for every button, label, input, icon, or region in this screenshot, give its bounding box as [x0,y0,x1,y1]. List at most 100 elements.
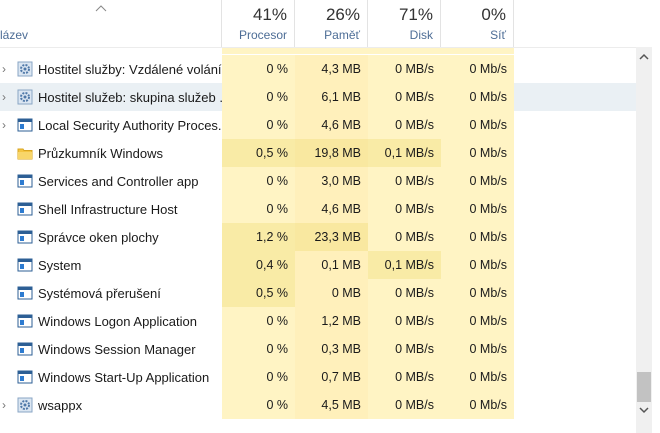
column-label: Paměť [324,28,360,42]
process-icon [17,313,33,334]
metric-cell: 0 MB/s [368,55,441,83]
icon-graphic [17,118,33,132]
scroll-down[interactable] [639,406,649,414]
sort-arrow [95,5,107,12]
process-row[interactable]: › Hostitel služeb: skupina služeb ... 0 % 6… [0,83,636,111]
metric-cell: 3,0 MB [295,167,368,195]
icon-graphic [17,314,33,328]
icon-graphic [17,286,33,300]
metric-cell: 0 MB/s [368,111,441,139]
column-header[interactable]: 71% Disk [368,0,441,47]
metric-cell: 0 MB/s [368,307,441,335]
metric-cell: 0,1 MB/s [368,251,441,279]
process-row[interactable]: Windows Logon Application 0 % 1,2 MB 0 MB/s… [0,307,636,335]
process-name: Hostitel služeb: skupina služeb ... [38,90,231,105]
metric-cell: 0 % [222,335,295,363]
metric-cell: 0,1 MB [295,251,368,279]
process-name: System [38,258,82,273]
process-icon [17,341,33,362]
metric-cell: 0 % [222,195,295,223]
process-name: Local Security Authority Proces... [38,118,229,133]
process-icon [17,397,33,418]
column-header[interactable]: 0% Síť [441,0,514,47]
metric-cell: 0 Mb/s [441,391,514,419]
metric-cell: 0 Mb/s [441,307,514,335]
column-label: Procesor [238,28,287,42]
metric-cell: 0 Mb/s [441,195,514,223]
metric-cell: 0,5 % [222,279,295,307]
process-icon [17,369,33,390]
process-icon [17,145,33,166]
process-name: Průzkumník Windows [38,146,163,161]
process-name: Správce oken plochy [38,230,159,245]
metric-cell: 0 Mb/s [441,83,514,111]
metric-cell: 0 MB [295,279,368,307]
process-row[interactable]: System 0,4 % 0,1 MB 0,1 MB/s 0 Mb/s [0,251,636,279]
metric-cell: 0 Mb/s [441,111,514,139]
column-percent: 41% [252,5,287,24]
process-row[interactable]: Systémová přerušení 0,5 % 0 MB 0 MB/s 0 Mb/s [0,279,636,307]
metric-cell: 19,8 MB [295,139,368,167]
metric-cell: 0 % [222,363,295,391]
column-label: Síť [490,28,506,42]
process-row[interactable]: Services and Controller app 0 % 3,0 MB 0 MB… [0,167,636,195]
metric-cell: 4,3 MB [295,55,368,83]
metric-cell: 6,1 MB [295,83,368,111]
icon-graphic [17,61,33,77]
metric-cell: 0 % [222,391,295,419]
process-name: Windows Logon Application [38,314,197,329]
icon-graphic [17,174,33,188]
process-row[interactable]: › Hostitel služby: Vzdálené volání ... 0 %… [0,55,636,83]
process-row[interactable]: Průzkumník Windows 0,5 % 19,8 MB 0,1 MB/s 0 … [0,139,636,167]
scrollbar[interactable] [636,47,652,433]
scroll-thumb[interactable] [637,372,651,402]
process-icon [17,201,33,222]
expand-arrow[interactable]: › [2,90,6,104]
column-header[interactable]: 41% Procesor [222,0,295,47]
metric-cell: 0 MB/s [368,335,441,363]
metric-cell: 4,6 MB [295,195,368,223]
process-icon [17,117,33,138]
scroll-up[interactable] [639,53,649,61]
metric-cell: 0 Mb/s [441,223,514,251]
metric-cell: 0,3 MB [295,335,368,363]
process-row[interactable]: Windows Start-Up Application 0 % 0,7 MB 0 M… [0,363,636,391]
metric-cell: 1,2 % [222,223,295,251]
process-row[interactable]: Windows Session Manager 0 % 0,3 MB 0 MB/s 0 … [0,335,636,363]
metric-cell: 0 % [222,111,295,139]
metric-cell: 23,3 MB [295,223,368,251]
metric-cell: 0 MB/s [368,279,441,307]
metric-cell: 0,1 MB/s [368,139,441,167]
expand-arrow[interactable]: › [2,398,6,412]
process-row[interactable]: › wsappx 0 % 4,5 MB 0 MB/s 0 Mb/s [0,391,636,419]
process-name: Systémová přerušení [38,286,161,301]
column-percent: 0% [481,5,506,24]
column-header[interactable]: 26% Paměť [295,0,368,47]
icon-graphic [17,89,33,105]
metric-cell: 0 MB/s [368,167,441,195]
process-name: Services and Controller app [38,174,199,189]
metric-cell: 0 Mb/s [441,55,514,83]
process-name: wsappx [38,398,83,413]
metric-cell: 0 Mb/s [441,363,514,391]
metric-cell: 0 Mb/s [441,335,514,363]
name-header[interactable]: lázev [0,0,222,47]
process-row[interactable]: Shell Infrastructure Host 0 % 4,6 MB 0 MB/s… [0,195,636,223]
process-icon [17,257,33,278]
metric-cell: 0 Mb/s [441,167,514,195]
metric-cell: 0 MB/s [368,83,441,111]
metric-cell: 0 % [222,307,295,335]
metric-cell: 0 MB/s [368,223,441,251]
metric-cell: 0 % [222,83,295,111]
process-row[interactable]: › Local Security Authority Proces... 0 % 4,… [0,111,636,139]
column-percent: 71% [398,5,433,24]
metric-cell: 4,6 MB [295,111,368,139]
process-row[interactable]: Správce oken plochy 1,2 % 23,3 MB 0 MB/s 0 M… [0,223,636,251]
icon-graphic [17,258,33,272]
expand-arrow[interactable]: › [2,62,6,76]
icon-graphic [17,230,33,244]
process-icon [17,89,33,110]
process-name: Windows Session Manager [38,342,196,357]
expand-arrow[interactable]: › [2,118,6,132]
